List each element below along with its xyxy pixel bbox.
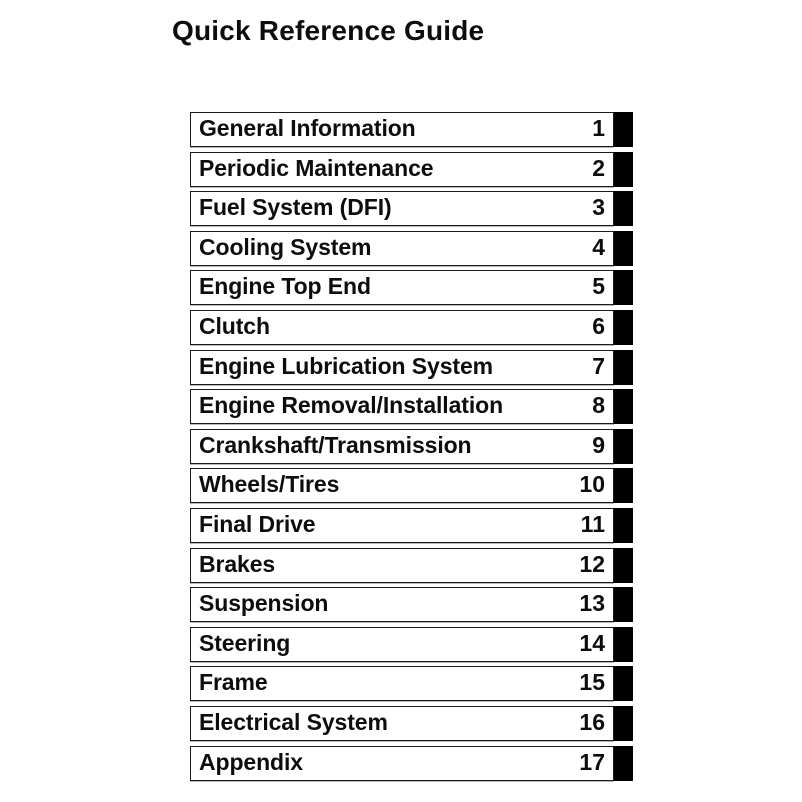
chapter-index-row[interactable]: Suspension 13 (190, 587, 634, 623)
chapter-entry-box[interactable]: Engine Removal/Installation 8 (190, 389, 614, 425)
chapter-number-label: 16 (579, 708, 605, 735)
chapter-number-label: 9 (592, 431, 605, 458)
chapter-number-label: 7 (592, 352, 605, 379)
chapter-number-label: 5 (592, 273, 605, 300)
chapter-number-label: 12 (579, 550, 605, 577)
chapter-thumb-tab[interactable] (614, 428, 633, 464)
chapter-entry-box[interactable]: Appendix 17 (190, 745, 614, 781)
chapter-entry-box[interactable]: Brakes 12 (190, 547, 614, 583)
chapter-title-label: Suspension (199, 590, 329, 617)
chapter-index-row[interactable]: General Information 1 (190, 112, 634, 147)
chapter-entry-box[interactable]: Periodic Maintenance 2 (190, 151, 614, 187)
chapter-title-label: Fuel System (DFI) (199, 194, 392, 221)
chapter-index-row[interactable]: Cooling System 4 (190, 230, 634, 266)
chapter-number-label: 3 (592, 194, 605, 221)
chapter-thumb-tab[interactable] (614, 666, 633, 702)
chapter-index-list: General Information 1 Periodic Maintenance… (190, 112, 634, 785)
chapter-title-label: Appendix (199, 748, 303, 775)
chapter-title-label: General Information (199, 115, 416, 141)
chapter-entry-box[interactable]: Wheels/Tires 10 (190, 468, 614, 504)
chapter-number-label: 1 (592, 115, 605, 141)
chapter-thumb-tab[interactable] (614, 151, 633, 187)
chapter-thumb-tab[interactable] (614, 112, 633, 147)
chapter-thumb-tab[interactable] (614, 745, 633, 781)
chapter-entry-box[interactable]: Fuel System (DFI) 3 (190, 191, 614, 227)
chapter-entry-box[interactable]: Frame 15 (190, 666, 614, 702)
chapter-index-row[interactable]: Brakes 12 (190, 547, 634, 583)
chapter-number-label: 14 (579, 629, 605, 656)
chapter-title-label: Engine Top End (199, 273, 371, 300)
chapter-entry-box[interactable]: Electrical System 16 (190, 705, 614, 741)
chapter-title-label: Steering (199, 629, 291, 656)
chapter-thumb-tab[interactable] (614, 507, 633, 543)
chapter-number-label: 13 (579, 590, 605, 617)
chapter-index-row[interactable]: Electrical System 16 (190, 705, 634, 741)
chapter-index-row[interactable]: Clutch 6 (190, 309, 634, 345)
chapter-entry-box[interactable]: Steering 14 (190, 626, 614, 662)
chapter-index-row[interactable]: Engine Top End 5 (190, 270, 634, 306)
chapter-index-row[interactable]: Fuel System (DFI) 3 (190, 191, 634, 227)
chapter-thumb-tab[interactable] (614, 230, 633, 266)
chapter-thumb-tab[interactable] (614, 626, 633, 662)
chapter-thumb-tab[interactable] (614, 547, 633, 583)
chapter-entry-box[interactable]: General Information 1 (190, 112, 614, 147)
chapter-number-label: 15 (579, 669, 605, 696)
chapter-number-label: 10 (579, 471, 605, 498)
chapter-index-row[interactable]: Frame 15 (190, 666, 634, 702)
chapter-title-label: Final Drive (199, 510, 316, 537)
chapter-thumb-tab[interactable] (614, 389, 633, 425)
chapter-number-label: 4 (592, 233, 605, 260)
chapter-entry-box[interactable]: Engine Top End 5 (190, 270, 614, 306)
chapter-number-label: 6 (592, 312, 605, 339)
chapter-index-row[interactable]: Periodic Maintenance 2 (190, 151, 634, 187)
chapter-title-label: Engine Removal/Installation (199, 392, 504, 419)
chapter-entry-box[interactable]: Suspension 13 (190, 587, 614, 623)
chapter-title-label: Electrical System (199, 708, 388, 735)
chapter-thumb-tab[interactable] (614, 270, 633, 306)
chapter-number-label: 17 (579, 748, 605, 775)
chapter-title-label: Clutch (199, 312, 270, 339)
chapter-index-row[interactable]: Steering 14 (190, 626, 634, 662)
chapter-title-label: Wheels/Tires (199, 471, 340, 498)
chapter-thumb-tab[interactable] (614, 309, 633, 345)
chapter-title-label: Cooling System (199, 233, 372, 260)
chapter-number-label: 2 (592, 154, 605, 181)
chapter-title-label: Brakes (199, 550, 276, 577)
chapter-entry-box[interactable]: Crankshaft/Transmission 9 (190, 428, 614, 464)
chapter-entry-box[interactable]: Clutch 6 (190, 309, 614, 345)
chapter-thumb-tab[interactable] (614, 349, 633, 385)
chapter-entry-box[interactable]: Engine Lubrication System 7 (190, 349, 614, 385)
chapter-thumb-tab[interactable] (614, 705, 633, 741)
chapter-index-row[interactable]: Final Drive 11 (190, 507, 634, 543)
chapter-entry-box[interactable]: Final Drive 11 (190, 507, 614, 543)
chapter-index-row[interactable]: Crankshaft/Transmission 9 (190, 428, 634, 464)
chapter-title-label: Frame (199, 669, 268, 696)
chapter-title-label: Engine Lubrication System (199, 352, 493, 379)
chapter-index-row[interactable]: Engine Lubrication System 7 (190, 349, 634, 385)
chapter-title-label: Periodic Maintenance (199, 154, 434, 181)
chapter-thumb-tab[interactable] (614, 468, 633, 504)
chapter-number-label: 11 (580, 510, 605, 537)
page-title: Quick Reference Guide (172, 15, 485, 46)
chapter-thumb-tab[interactable] (614, 587, 633, 623)
chapter-number-label: 8 (592, 392, 605, 419)
chapter-index-row[interactable]: Appendix 17 (190, 745, 634, 781)
chapter-index-row[interactable]: Engine Removal/Installation 8 (190, 389, 634, 425)
chapter-index-row[interactable]: Wheels/Tires 10 (190, 468, 634, 504)
chapter-title-label: Crankshaft/Transmission (199, 431, 472, 458)
chapter-thumb-tab[interactable] (614, 191, 633, 227)
chapter-entry-box[interactable]: Cooling System 4 (190, 230, 614, 266)
